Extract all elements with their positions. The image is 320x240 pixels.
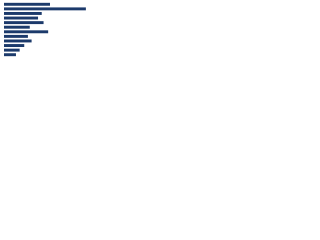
bar xyxy=(4,39,32,43)
bar xyxy=(4,16,39,20)
bar xyxy=(4,21,44,25)
bar xyxy=(4,25,30,29)
bar xyxy=(4,7,86,11)
bar xyxy=(4,53,16,57)
page: {"chart_data": {"type": "bar", "orientat… xyxy=(0,0,100,71)
bar xyxy=(4,44,25,48)
bar xyxy=(4,11,42,15)
bar xyxy=(4,48,20,52)
bar xyxy=(4,34,28,38)
bar xyxy=(4,2,50,6)
chart xyxy=(4,2,86,57)
bar xyxy=(4,30,49,34)
